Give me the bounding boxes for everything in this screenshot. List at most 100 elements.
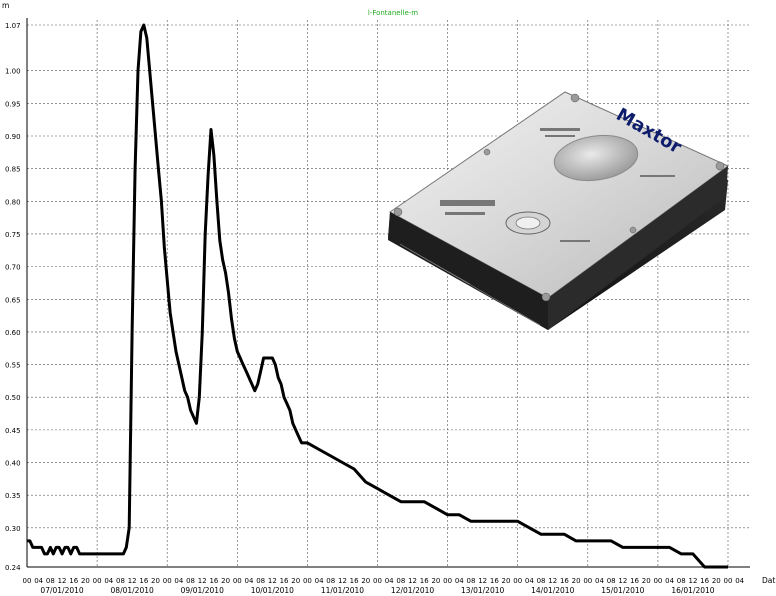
y-tick-label: 0.70 xyxy=(5,264,21,272)
x-hour-tick-label: 08 xyxy=(396,577,405,585)
x-hour-tick-label: 08 xyxy=(256,577,265,585)
x-hour-tick-label: 16 xyxy=(490,577,499,585)
x-hour-tick-label: 12 xyxy=(478,577,487,585)
y-tick-label: 0.55 xyxy=(5,362,21,370)
x-hour-tick-label: 20 xyxy=(572,577,581,585)
x-hour-tick-label: 00 xyxy=(513,577,522,585)
x-hour-tick-label: 04 xyxy=(455,577,464,585)
x-hour-tick-label: 04 xyxy=(315,577,324,585)
x-hour-tick-label: 08 xyxy=(186,577,195,585)
x-hour-tick-label: 12 xyxy=(548,577,557,585)
x-hour-tick-label: 08 xyxy=(607,577,616,585)
x-hour-tick-label: 16 xyxy=(420,577,429,585)
x-hour-tick-label: 04 xyxy=(174,577,183,585)
x-tick-labels: 00 04 08 12 16 20 00 04 08 12 16 20 00 04 08 12 16 20 00 04… xyxy=(23,577,745,585)
x-date-label: 08/01/2010 xyxy=(111,586,154,595)
x-date-label: 14/01/2010 xyxy=(531,586,574,595)
x-hour-tick-label: 16 xyxy=(700,577,709,585)
x-hour-tick-label: 00 xyxy=(93,577,102,585)
x-hour-tick-label: 04 xyxy=(525,577,534,585)
grid xyxy=(26,20,750,568)
x-hour-tick-label: 12 xyxy=(128,577,137,585)
x-hour-tick-label: 04 xyxy=(595,577,604,585)
x-hour-tick-label: 04 xyxy=(735,577,744,585)
x-hour-tick-label: 16 xyxy=(209,577,218,585)
x-hour-tick-label: 20 xyxy=(151,577,160,585)
y-tick-label: 0.45 xyxy=(5,427,21,435)
y-tick-label: 0.75 xyxy=(5,231,21,239)
x-hour-tick-label: 16 xyxy=(630,577,639,585)
date-labels: 07/01/2010 08/01/2010 09/01/2010 10/01/2010… xyxy=(40,586,714,595)
x-hour-tick-label: 20 xyxy=(431,577,440,585)
y-tick-label: 0.85 xyxy=(5,166,21,174)
x-hour-tick-label: 12 xyxy=(408,577,417,585)
x-date-label: 10/01/2010 xyxy=(251,586,294,595)
x-hour-tick-label: 12 xyxy=(58,577,67,585)
y-tick-label: 0.40 xyxy=(5,460,21,468)
x-hour-tick-label: 00 xyxy=(373,577,382,585)
x-hour-tick-label: 20 xyxy=(642,577,651,585)
y-tick-label: 0.30 xyxy=(5,525,21,533)
x-hour-tick-label: 08 xyxy=(537,577,546,585)
x-hour-tick-label: 08 xyxy=(467,577,476,585)
x-date-label: 11/01/2010 xyxy=(321,586,364,595)
x-hour-tick-label: 16 xyxy=(69,577,78,585)
y-tick-label: 1.00 xyxy=(5,68,21,76)
x-date-label: 12/01/2010 xyxy=(391,586,434,595)
y-tick-label: 0.65 xyxy=(5,296,21,304)
x-hour-tick-label: 16 xyxy=(560,577,569,585)
x-date-label: 15/01/2010 xyxy=(601,586,644,595)
x-hour-tick-label: 20 xyxy=(221,577,230,585)
y-tick-label: 0.35 xyxy=(5,492,21,500)
y-tick-label: 0.60 xyxy=(5,329,21,337)
x-hour-tick-label: 20 xyxy=(81,577,90,585)
x-hour-tick-label: 08 xyxy=(326,577,335,585)
x-hour-tick-label: 16 xyxy=(350,577,359,585)
y-tick-label: 0.80 xyxy=(5,198,21,206)
y-tick-label: 0.24 xyxy=(5,564,21,572)
x-hour-tick-label: 20 xyxy=(712,577,721,585)
x-hour-tick-label: 12 xyxy=(618,577,627,585)
x-hour-tick-label: 16 xyxy=(280,577,289,585)
x-hour-tick-label: 04 xyxy=(665,577,674,585)
x-hour-tick-label: 00 xyxy=(724,577,733,585)
x-hour-tick-label: 00 xyxy=(23,577,32,585)
x-hour-tick-label: 20 xyxy=(502,577,511,585)
x-date-label: 07/01/2010 xyxy=(40,586,83,595)
y-tick-label: 0.50 xyxy=(5,394,21,402)
chart-title: l-Fontanelle-m xyxy=(368,9,418,17)
x-hour-tick-label: 04 xyxy=(385,577,394,585)
y-tick-label: 0.95 xyxy=(5,100,21,108)
y-tick-label: 1.07 xyxy=(5,22,21,30)
x-hour-tick-label: 12 xyxy=(338,577,347,585)
x-date-label: 09/01/2010 xyxy=(181,586,224,595)
y-axis-label: m xyxy=(2,1,9,10)
x-date-label: 16/01/2010 xyxy=(671,586,714,595)
axes xyxy=(26,18,750,568)
x-hour-tick-label: 00 xyxy=(233,577,242,585)
x-date-label: 13/01/2010 xyxy=(461,586,504,595)
x-hour-tick-label: 12 xyxy=(198,577,207,585)
x-hour-tick-label: 12 xyxy=(688,577,697,585)
x-hour-tick-label: 12 xyxy=(268,577,277,585)
x-hour-tick-label: 08 xyxy=(46,577,55,585)
x-hour-tick-label: 00 xyxy=(583,577,592,585)
x-hour-tick-label: 00 xyxy=(443,577,452,585)
y-tick-label: 0.90 xyxy=(5,133,21,141)
x-hour-tick-label: 00 xyxy=(303,577,312,585)
x-hour-tick-label: 08 xyxy=(116,577,125,585)
x-hour-tick-label: 04 xyxy=(245,577,254,585)
series-line xyxy=(27,23,728,569)
y-tick-labels: 0.24 0.30 0.35 0.40 0.45 0.50 0.55 0.60 0.65 0.70… xyxy=(5,22,21,572)
x-hour-tick-label: 04 xyxy=(104,577,113,585)
x-hour-tick-label: 00 xyxy=(653,577,662,585)
x-hour-tick-label: 00 xyxy=(163,577,172,585)
x-axis-label: Dat xyxy=(762,576,775,585)
hard-disk-drive-image: Maxtor xyxy=(388,91,729,330)
x-hour-tick-label: 16 xyxy=(139,577,148,585)
x-hour-tick-label: 08 xyxy=(677,577,686,585)
x-hour-tick-label: 20 xyxy=(361,577,370,585)
x-hour-tick-label: 20 xyxy=(291,577,300,585)
x-hour-tick-label: 04 xyxy=(34,577,43,585)
